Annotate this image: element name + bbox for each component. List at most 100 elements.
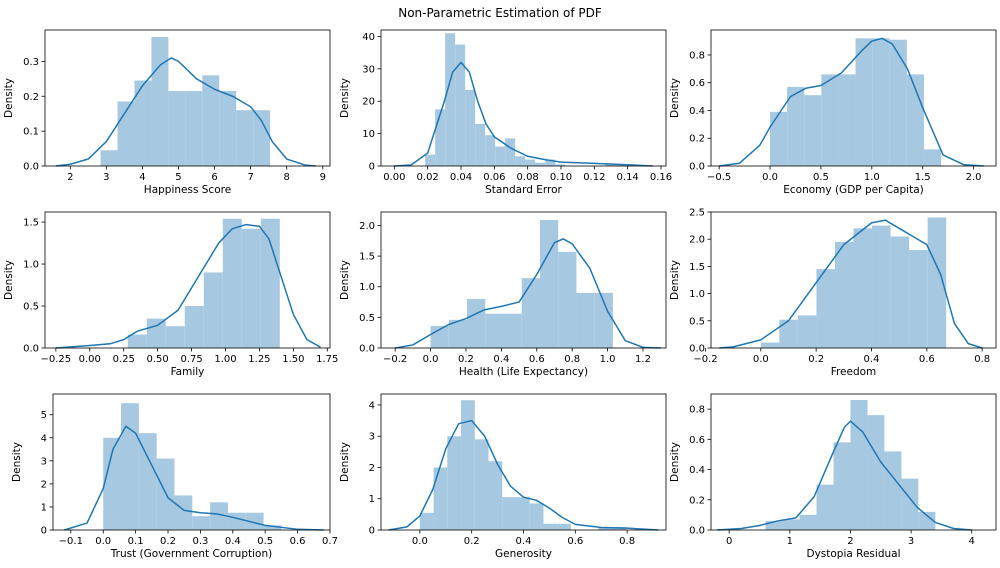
x-tick-label: 0.8 <box>564 354 580 365</box>
y-tick-label: 0.0 <box>23 162 39 173</box>
histogram-bar <box>174 495 193 530</box>
x-tick-label: 0.2 <box>160 536 176 547</box>
axes-frame <box>380 211 667 349</box>
x-tick-label: 0.0 <box>762 172 778 183</box>
y-tick-label: 1.0 <box>359 282 375 293</box>
x-tick-label: 0.8 <box>619 536 635 547</box>
histogram-bar <box>539 219 559 348</box>
histogram-bar <box>838 74 856 166</box>
y-tick-label: 2.5 <box>689 208 705 219</box>
x-tick-label: 1.00 <box>214 354 236 365</box>
x-tick-label: 0.75 <box>180 354 202 365</box>
histogram-bar <box>253 110 271 166</box>
histogram-bar <box>770 111 788 166</box>
y-tick-label: 4 <box>41 433 47 444</box>
histogram-bar <box>219 91 237 166</box>
histogram-bar <box>146 318 166 348</box>
histogram-bar <box>445 33 456 166</box>
y-axis: 0.0 0.5 1.0 1.5 2.0 2.5 Density <box>669 208 711 355</box>
x-tick-label: 0.5 <box>813 172 829 183</box>
histogram-bar <box>909 250 928 348</box>
x-tick-label: 4 <box>139 172 145 183</box>
histogram-bar <box>923 149 942 166</box>
x-tick-label: 0.3 <box>192 536 208 547</box>
y-axis-label: Density <box>669 442 681 482</box>
axes-frame <box>44 211 331 349</box>
x-tick-label: 0.08 <box>517 172 539 183</box>
y-axis-label: Density <box>339 78 351 118</box>
histogram-bar <box>901 478 919 530</box>
axes-frame <box>52 393 331 531</box>
histogram-bar <box>138 433 157 530</box>
x-tick-label: 1.50 <box>282 354 304 365</box>
histogram-bar <box>467 298 486 348</box>
y-tick-label: 2 <box>369 463 375 474</box>
histogram-bar <box>855 38 873 166</box>
histogram-bar <box>872 225 891 348</box>
histogram-bar <box>202 75 220 166</box>
histogram-bars <box>419 400 626 530</box>
x-tick-label: 0.0 <box>423 354 439 365</box>
histogram-bar <box>192 516 211 530</box>
kde-curve <box>388 419 659 531</box>
histogram-bar <box>615 164 626 166</box>
y-tick-label: 1 <box>369 494 375 505</box>
histogram-bars <box>425 33 626 166</box>
histogram-bar <box>821 74 839 166</box>
x-tick-label: 8 <box>284 172 290 183</box>
x-axis-label: Standard Error <box>485 184 562 196</box>
kde-curve <box>717 420 972 531</box>
x-tick-label: −0.2 <box>693 354 717 365</box>
histogram-bar <box>853 228 873 348</box>
subplot-6: −0.2 0.0 0.2 0.4 0.6 0.8Freedom0.00.51.01.52.… <box>669 208 997 378</box>
histogram-bar <box>185 91 203 166</box>
x-tick-label: 0.0 <box>753 354 769 365</box>
y-axis-label: Density <box>339 442 351 482</box>
histogram-bar <box>168 91 186 166</box>
y-tick-label: 3 <box>41 456 47 467</box>
x-axis-label: Generosity <box>495 548 552 560</box>
histogram-bar <box>461 400 475 530</box>
x-tick-label: 0.02 <box>417 172 439 183</box>
histogram-bar <box>448 319 468 348</box>
y-tick-label: 2.0 <box>689 235 705 246</box>
x-tick-label: 1 <box>787 536 793 547</box>
y-tick-label: 0.0 <box>689 344 705 355</box>
histogram-bar <box>765 520 783 530</box>
subplot-grid: 2 3 4 5 6 7 8 9 Happiness Score 0.0 0.1 0.2 0.3 Densi… <box>3 29 997 560</box>
y-tick-label: 20 <box>362 97 375 108</box>
x-tick-label: 1.0 <box>600 354 616 365</box>
histogram-bar <box>535 162 546 166</box>
histogram-bar <box>816 269 835 348</box>
kde-curve <box>719 219 983 349</box>
histogram-bar <box>545 159 556 166</box>
x-tick-label: 0.7 <box>322 536 338 547</box>
subplot-4: −0.25 0.00 0.25 0.50 0.75 1.00 1.25 1.50 1.75 Fam… <box>3 211 338 378</box>
histogram-bar <box>598 526 613 530</box>
y-tick-label: 0.0 <box>359 344 375 355</box>
histogram-bar <box>889 39 907 166</box>
y-tick-label: 1.0 <box>689 289 705 300</box>
y-tick-label: 5 <box>41 410 47 421</box>
x-tick-label: 0.4 <box>516 536 532 547</box>
histogram-bar <box>151 36 169 166</box>
x-axis-label: Dystopia Residual <box>806 548 900 560</box>
y-tick-label: 0.6 <box>689 435 705 446</box>
histogram-bar <box>787 86 805 166</box>
histogram-bar <box>918 511 936 530</box>
y-tick-label: 0.2 <box>689 134 705 145</box>
histogram-bar <box>799 514 817 530</box>
x-tick-label: 0.6 <box>290 536 306 547</box>
histogram-bars <box>770 38 942 166</box>
y-tick-label: 4 <box>369 400 375 411</box>
subplot-2: 0.00 0.02 0.04 0.06 0.08 0.10 0.12 0.14 0.16 Stan… <box>339 29 672 196</box>
y-tick-label: 3 <box>369 432 375 443</box>
y-axis-label: Density <box>339 260 351 300</box>
histogram-bar <box>435 109 446 166</box>
y-tick-label: 40 <box>362 32 375 43</box>
subplot-1: 2 3 4 5 6 7 8 9 Happiness Score 0.0 0.1 0.2 0.3 Densi… <box>3 29 331 196</box>
histogram-bar <box>521 278 540 348</box>
histogram-bar <box>502 497 516 530</box>
